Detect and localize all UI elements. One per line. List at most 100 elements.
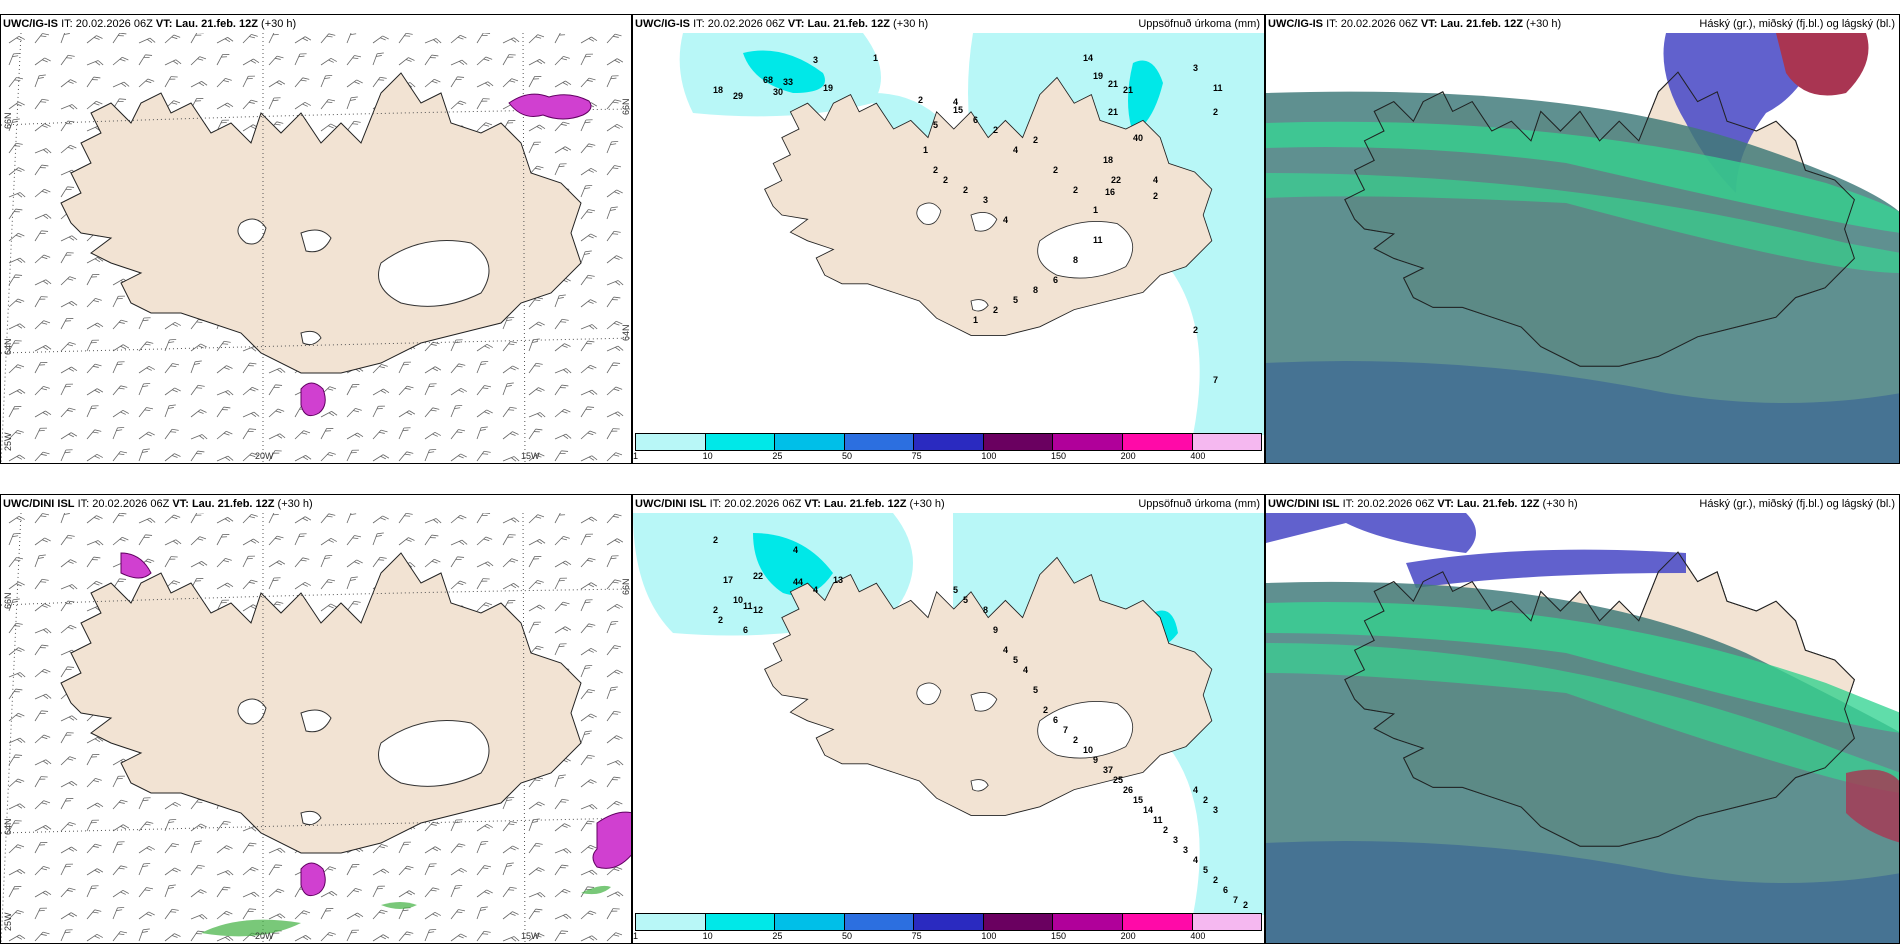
wind-barb: [580, 389, 598, 396]
wind-barb: [8, 581, 25, 590]
wind-barb: [580, 324, 598, 330]
wind-barb: [528, 539, 546, 546]
wind-barb: [242, 75, 255, 88]
wind-barb: [164, 514, 181, 524]
wind-barb: [502, 54, 516, 66]
wind-barb: [268, 97, 281, 110]
wind-map-svg: [1, 33, 631, 463]
wind-barb: [554, 626, 572, 634]
wind-barb: [60, 79, 77, 88]
wind-barb: [86, 909, 102, 920]
wind-barb: [86, 802, 104, 810]
wind-barb: [60, 559, 77, 568]
wind-barb: [320, 451, 336, 462]
wind-barb: [502, 886, 517, 898]
wind-barb: [86, 754, 100, 766]
wind-barb: [190, 864, 205, 876]
wind-barb: [242, 428, 257, 440]
precip-value: 14: [1143, 805, 1153, 815]
wind-barb: [60, 624, 77, 634]
wind-barb: [8, 142, 23, 154]
wind-barb: [138, 317, 151, 330]
precip-colorbar-ticks: 1 10 25 50 75 100 150 200 400: [633, 931, 1262, 943]
precip-value: 7: [1213, 375, 1218, 385]
wind-barb: [242, 513, 258, 524]
wind-barb: [424, 448, 437, 462]
wind-barb: [580, 533, 593, 546]
wind-barb: [450, 514, 467, 524]
precip-value: 14: [1083, 53, 1093, 63]
colorbar-tick: 1: [633, 451, 639, 461]
wind-barb: [112, 451, 128, 462]
precip-value: 6: [1053, 715, 1058, 725]
wind-barb: [320, 513, 336, 524]
wind-barb: [606, 579, 622, 590]
precip-value: 4: [813, 585, 818, 595]
wind-barb: [372, 556, 387, 568]
precip-value: 19: [823, 83, 833, 93]
wind-barb: [242, 866, 259, 876]
wind-barb: [138, 911, 155, 920]
panel-header: UWC/IG-IS IT: 20.02.2026 06Z VT: Lau. 21…: [3, 18, 297, 30]
wind-barb: [60, 449, 73, 462]
wind-barb: [164, 59, 182, 66]
wind-barb: [528, 932, 545, 942]
wind-barb: [34, 57, 51, 66]
wind-barb: [112, 865, 128, 876]
wind-barb: [528, 908, 543, 920]
precip-value: 2: [718, 615, 723, 625]
wind-barb: [450, 429, 466, 440]
wind-barb: [554, 318, 569, 330]
wind-barb: [606, 362, 621, 374]
wind-barb: [34, 776, 48, 788]
lon-label-20: 20W: [255, 451, 274, 461]
lon-label-25: 25W: [3, 432, 13, 451]
wind-barb: [60, 341, 76, 352]
colorbar-swatch: [1122, 914, 1193, 930]
precip-value: 7: [1063, 725, 1068, 735]
wind-barb: [502, 862, 514, 876]
wind-barb: [294, 53, 307, 66]
wind-barb: [580, 274, 595, 286]
wind-barb: [34, 800, 51, 810]
wind-barb: [8, 232, 25, 242]
wind-barb: [320, 603, 337, 612]
wind-barb: [606, 123, 623, 132]
wind-barb: [476, 343, 493, 352]
precip-value: 2: [1243, 900, 1248, 910]
wind-barb: [216, 77, 232, 88]
wind-barb: [138, 845, 155, 854]
wind-barb: [476, 840, 489, 854]
wind-barb: [164, 321, 181, 330]
wind-barb: [86, 868, 104, 876]
wind-barb: [8, 803, 26, 810]
wind-barb: [112, 361, 125, 374]
precip-value: 4: [1003, 215, 1008, 225]
precip-value: 6: [1053, 275, 1058, 285]
wind-barb: [34, 842, 48, 854]
precip-value: 4: [1003, 645, 1008, 655]
lon-label-25: 25W: [3, 912, 13, 931]
wind-barb: [606, 932, 623, 942]
wind-barb: [580, 910, 597, 920]
wind-barb: [164, 933, 181, 942]
wind-barb: [398, 33, 413, 44]
precip-value: 7: [1233, 895, 1238, 905]
wind-barb: [112, 775, 125, 788]
wind-barb: [502, 365, 519, 374]
precip-value: 8: [1033, 285, 1038, 295]
precip-value: 1: [923, 145, 928, 155]
glacier-langjokull: [237, 698, 267, 725]
lon-label-15: 15W: [521, 931, 540, 941]
wind-barb: [112, 385, 128, 396]
cloud-panel-iq-is: UWC/IG-IS IT: 20.02.2026 06Z VT: Lau. 21…: [1265, 14, 1900, 464]
wind-barb: [138, 887, 154, 898]
glacier-myrdalsjokull: [970, 779, 989, 792]
wind-barb: [60, 407, 76, 418]
precip-title: Uppsöfnuð úrkoma (mm): [1138, 498, 1260, 510]
wind-barb: [112, 426, 125, 440]
wind-barb: [372, 515, 389, 524]
wind-barb: [554, 601, 570, 612]
wind-barb: [34, 644, 49, 656]
colorbar-tick: 10: [702, 451, 713, 461]
